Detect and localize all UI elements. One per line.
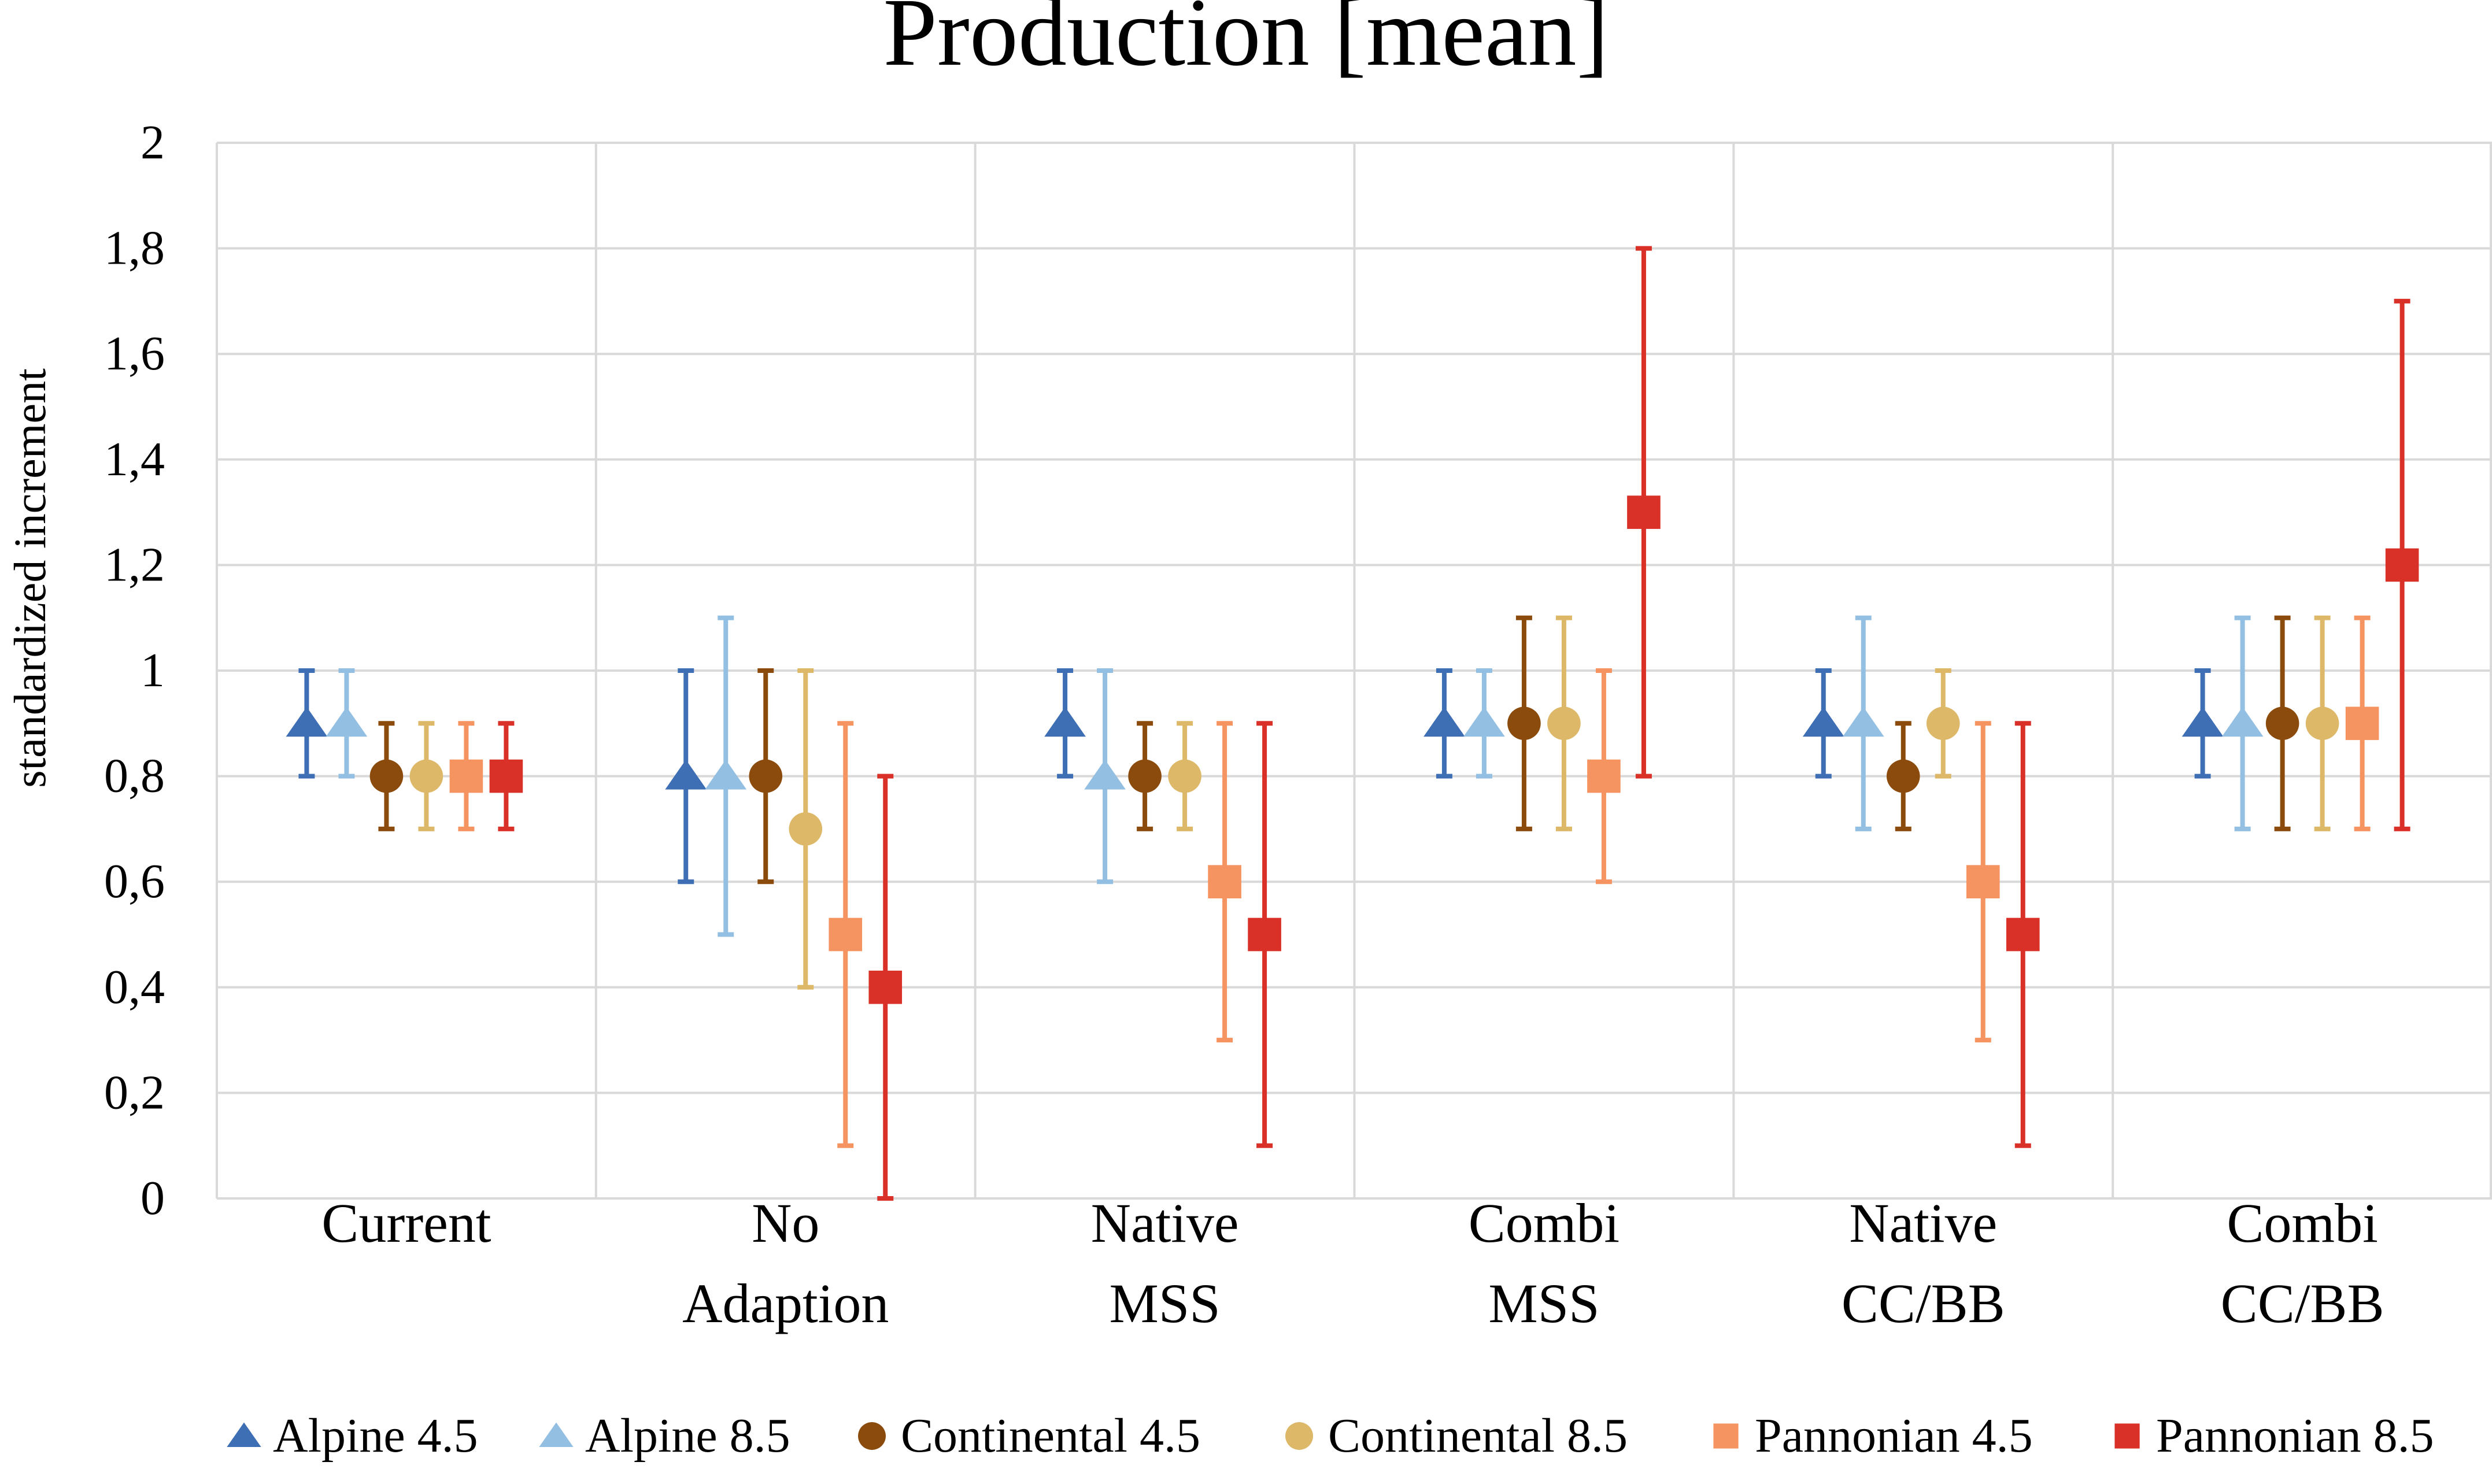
series-alpine-8-5 xyxy=(326,615,2264,937)
y-axis-label: standardized increment xyxy=(5,368,55,788)
data-point xyxy=(1463,706,1505,737)
data-point xyxy=(1627,495,1661,529)
data-point xyxy=(2221,706,2264,737)
y-axis-ticks: 0 0,2 0,4 0,6 0,8 1 1,2 1,4 1,6 1,8 2 xyxy=(104,116,165,1225)
series-pannonian-8-5 xyxy=(489,246,2419,1201)
data-point xyxy=(1168,759,1201,793)
x-category-label-combi-mss: MSS xyxy=(1488,1272,1599,1334)
data-point xyxy=(1842,706,1884,737)
data-point xyxy=(1084,760,1126,790)
y-tick-label: 1 xyxy=(141,643,165,697)
data-point xyxy=(1547,706,1581,741)
y-tick-label: 1,2 xyxy=(104,538,165,591)
y-tick-label: 1,4 xyxy=(104,432,165,486)
data-point xyxy=(705,760,747,790)
legend-item-pannonian-4-5: Pannonian 4.5 xyxy=(1713,1409,2033,1463)
data-point xyxy=(1424,706,1465,737)
y-tick-label: 1,6 xyxy=(104,327,165,380)
x-category-label-native-mss: MSS xyxy=(1110,1272,1221,1334)
legend-marker xyxy=(539,1422,574,1447)
plot-area xyxy=(286,246,2419,1201)
data-point xyxy=(749,759,783,793)
y-tick-label: 0,8 xyxy=(104,749,165,803)
data-point xyxy=(829,917,863,952)
x-category-label-native-ccbb: Native xyxy=(1849,1192,1997,1254)
x-category-label-combi-mss: Combi xyxy=(1469,1192,1620,1254)
legend-item-continental-4-5: Continental 4.5 xyxy=(858,1409,1200,1463)
data-point xyxy=(409,759,443,793)
legend-item-alpine-4-5: Alpine 4.5 xyxy=(227,1409,478,1463)
x-category-label-combi-ccbb: Combi xyxy=(2227,1192,2378,1254)
data-point xyxy=(1802,706,1844,737)
y-tick-label: 0,4 xyxy=(104,960,165,1014)
data-point xyxy=(2385,548,2419,582)
data-point xyxy=(665,760,707,790)
data-point xyxy=(1128,759,1162,793)
y-tick-label: 0,2 xyxy=(104,1065,165,1119)
data-point xyxy=(789,812,823,846)
data-point xyxy=(1966,865,2000,898)
y-tick-label: 1,8 xyxy=(104,221,165,275)
legend-item-continental-8-5: Continental 8.5 xyxy=(1285,1409,1628,1463)
data-point xyxy=(2345,706,2379,741)
legend-marker xyxy=(1713,1423,1739,1449)
data-point xyxy=(449,759,483,793)
x-axis-categories: Current No Adaption Native MSS Combi MSS Native… xyxy=(321,1192,2384,1334)
legend-label: Pannonian 8.5 xyxy=(2156,1409,2434,1463)
legend-label: Alpine 8.5 xyxy=(585,1409,790,1463)
chart-title: Production [mean] xyxy=(883,0,1609,86)
x-category-label-native-mss: Native xyxy=(1091,1192,1239,1254)
data-point xyxy=(2265,706,2299,741)
data-point xyxy=(369,759,404,793)
legend-label: Pannonian 4.5 xyxy=(1755,1409,2033,1463)
data-point xyxy=(489,759,523,793)
legend-marker xyxy=(858,1422,886,1450)
legend-item-alpine-8-5: Alpine 8.5 xyxy=(539,1409,790,1463)
x-category-label-current: Current xyxy=(321,1192,491,1254)
data-point xyxy=(2006,917,2040,952)
data-point xyxy=(2182,706,2224,737)
series-continental-8-5 xyxy=(409,615,2339,990)
data-point xyxy=(326,706,368,737)
legend-label: Continental 8.5 xyxy=(1328,1409,1628,1463)
data-point xyxy=(1886,759,1920,793)
series-pannonian-4-5 xyxy=(449,615,2379,1148)
legend-marker xyxy=(1285,1422,1313,1450)
x-category-label-combi-ccbb: CC/BB xyxy=(2221,1272,2384,1334)
y-tick-label: 0,6 xyxy=(104,854,165,908)
x-category-label-no-adaption: No xyxy=(752,1192,819,1254)
y-tick-label: 2 xyxy=(141,116,165,169)
series-alpine-4-5 xyxy=(286,668,2224,885)
legend-label: Alpine 4.5 xyxy=(273,1409,478,1463)
legend-item-pannonian-8-5: Pannonian 8.5 xyxy=(2114,1409,2434,1463)
data-point xyxy=(1208,865,1241,898)
legend: Alpine 4.5 Alpine 8.5 Continental 4.5 Conti… xyxy=(227,1409,2434,1463)
data-point xyxy=(1248,917,1281,952)
data-point xyxy=(2305,706,2339,741)
data-point xyxy=(1507,706,1541,741)
data-point xyxy=(1926,706,1960,741)
x-category-label-native-ccbb: CC/BB xyxy=(1842,1272,2005,1334)
data-point xyxy=(868,971,903,1004)
data-point xyxy=(1587,759,1621,793)
legend-marker xyxy=(2114,1423,2140,1449)
legend-label: Continental 4.5 xyxy=(901,1409,1200,1463)
data-point xyxy=(286,706,328,737)
x-category-label-no-adaption: Adaption xyxy=(682,1272,889,1334)
grid xyxy=(216,142,2492,1200)
series-continental-4-5 xyxy=(369,615,2299,885)
legend-marker xyxy=(227,1422,261,1447)
data-point xyxy=(1044,706,1086,737)
y-tick-label: 0 xyxy=(141,1171,165,1225)
